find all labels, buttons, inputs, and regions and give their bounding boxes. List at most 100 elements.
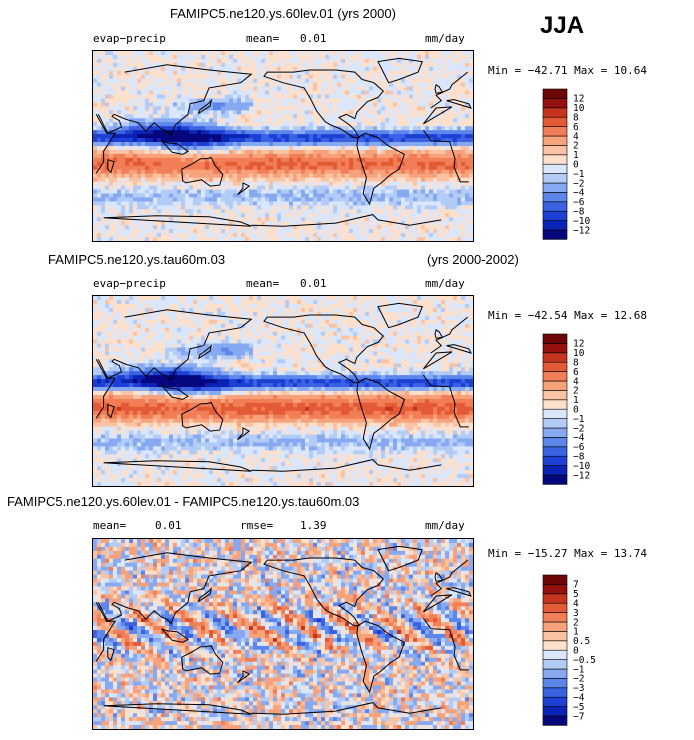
colorbar-swatch [542,371,568,382]
colorbar-level-label: −12 [573,470,590,481]
colorbar-level-label: 7 [573,580,579,591]
coastline-indonesia [161,140,189,155]
colorbar-swatch [542,465,568,476]
colorbar-swatch [542,602,568,613]
coastline-africa [95,594,469,671]
panel1-map-field [93,51,473,241]
coastline-japan [197,99,213,115]
colorbar-swatch [542,145,568,156]
colorbar-level-label: 1 [573,150,579,161]
coastline-australia [181,402,224,432]
panel2-minmax: Min = −42.54 Max = 12.68 [488,309,647,322]
colorbar-level-label: 2 [573,386,579,397]
coastline-madagascar [107,159,115,174]
colorbar-level-label: 4 [573,131,579,142]
panel3-mean-label: mean= [93,519,127,532]
coastline-greenland [377,545,424,572]
coastline-antarctica [103,702,442,715]
coastline-japan [197,587,213,603]
colorbar-swatch [542,126,568,137]
colorbar-level-label: −6 [573,442,585,453]
colorbar-level-label: 12 [573,339,584,350]
colorbar-level-label: 4 [573,599,579,610]
panel3-map [92,538,474,730]
coastline-sAmerica [356,377,406,451]
panel3-rmse-value: 1.39 [300,519,327,532]
colorbar-swatch [542,333,568,344]
colorbar-swatch [542,88,568,99]
coastline-africa [95,106,469,183]
coastline-nAmerica [263,69,384,139]
panel1-units: mm/day [425,32,465,45]
colorbar-level-label: −10 [573,216,590,227]
panel3-map-field [93,539,473,729]
colorbar-level-label: 3 [573,608,579,619]
colorbar-swatch [542,135,568,146]
colorbar-swatch [542,210,568,221]
colorbar-level-label: −8 [573,452,585,463]
panel1-mean-value: 0.01 [300,32,327,45]
panel2-mean-value: 0.01 [300,277,327,290]
panel3-colorbar: −7 −5 −4 −3 −2 −1 −0.5 0 0.5 1 2 3 4 5 7 [542,574,623,727]
colorbar-level-label: −1 [573,414,585,425]
coastline-greenland [377,302,424,329]
colorbar-swatch [542,418,568,429]
colorbar-swatch [542,649,568,660]
coastline-sAmerica [356,132,406,206]
panel2-years: (yrs 2000-2002) [427,252,519,267]
colorbar-level-label: −10 [573,461,590,472]
colorbar-swatch [542,154,568,165]
colorbar-swatch [542,659,568,670]
colorbar-swatch [542,446,568,457]
colorbar-level-label: −4 [573,693,585,704]
colorbar-swatch [542,98,568,109]
panel3-mean-value: 0.01 [155,519,182,532]
panel1-minmax: Min = −42.71 Max = 10.64 [488,64,647,77]
colorbar-level-label: 0 [573,160,579,171]
panel3-title: FAMIPC5.ne120.ys.60lev.01 - FAMIPC5.ne12… [7,494,360,509]
colorbar-swatch [542,455,568,466]
panel1-variable-label: evap−precip [93,32,166,45]
coastline-sAmerica [356,620,406,694]
colorbar-swatch [542,640,568,651]
panel2-map [92,295,474,487]
colorbar-level-label: 4 [573,376,579,387]
coastline-antarctica [103,214,442,227]
colorbar-level-label: 0 [573,405,579,416]
panel1-title: FAMIPC5.ne120.ys.60lev.01 (yrs 2000) [170,6,396,21]
panel2-mean-label: mean= [246,277,280,290]
colorbar-level-label: −6 [573,197,585,208]
colorbar-level-label: −8 [573,207,585,218]
colorbar-level-label: 5 [573,589,579,600]
coastline-nAmerica [263,314,384,384]
panel3-rmse-label: rmse= [240,519,274,532]
field-cells [93,539,473,729]
colorbar-swatch [542,229,568,240]
panel3-units: mm/day [425,519,465,532]
colorbar-level-label: 6 [573,122,579,133]
colorbar-level-label: 0.5 [573,636,590,647]
colorbar-swatch [542,621,568,632]
season-label: JJA [540,12,585,39]
colorbar-level-label: 6 [573,367,579,378]
colorbar-swatch [542,593,568,604]
colorbar-swatch [542,678,568,689]
colorbar-swatch [542,343,568,354]
panel1-colorbar: −12 −10 −8 −6 −4 −2 −1 0 1 2 4 6 8 10 12 [542,88,623,241]
panel2-map-field [93,296,473,486]
colorbar-level-label: −3 [573,683,584,694]
colorbar-swatch [542,715,568,726]
coastline-indonesia [161,628,189,643]
colorbar-level-label: −0.5 [573,655,596,666]
coastline-japan [197,344,213,360]
panel2-units: mm/day [425,277,465,290]
colorbar-level-label: 2 [573,141,579,152]
colorbar-level-label: 8 [573,113,579,124]
colorbar-swatch [542,390,568,401]
colorbar-level-label: 2 [573,617,579,628]
coastline-greenland [377,57,424,84]
colorbar-level-label: 10 [573,348,585,359]
colorbar-swatch [542,361,568,372]
colorbar-swatch [542,631,568,642]
coastline-uk [434,571,444,582]
